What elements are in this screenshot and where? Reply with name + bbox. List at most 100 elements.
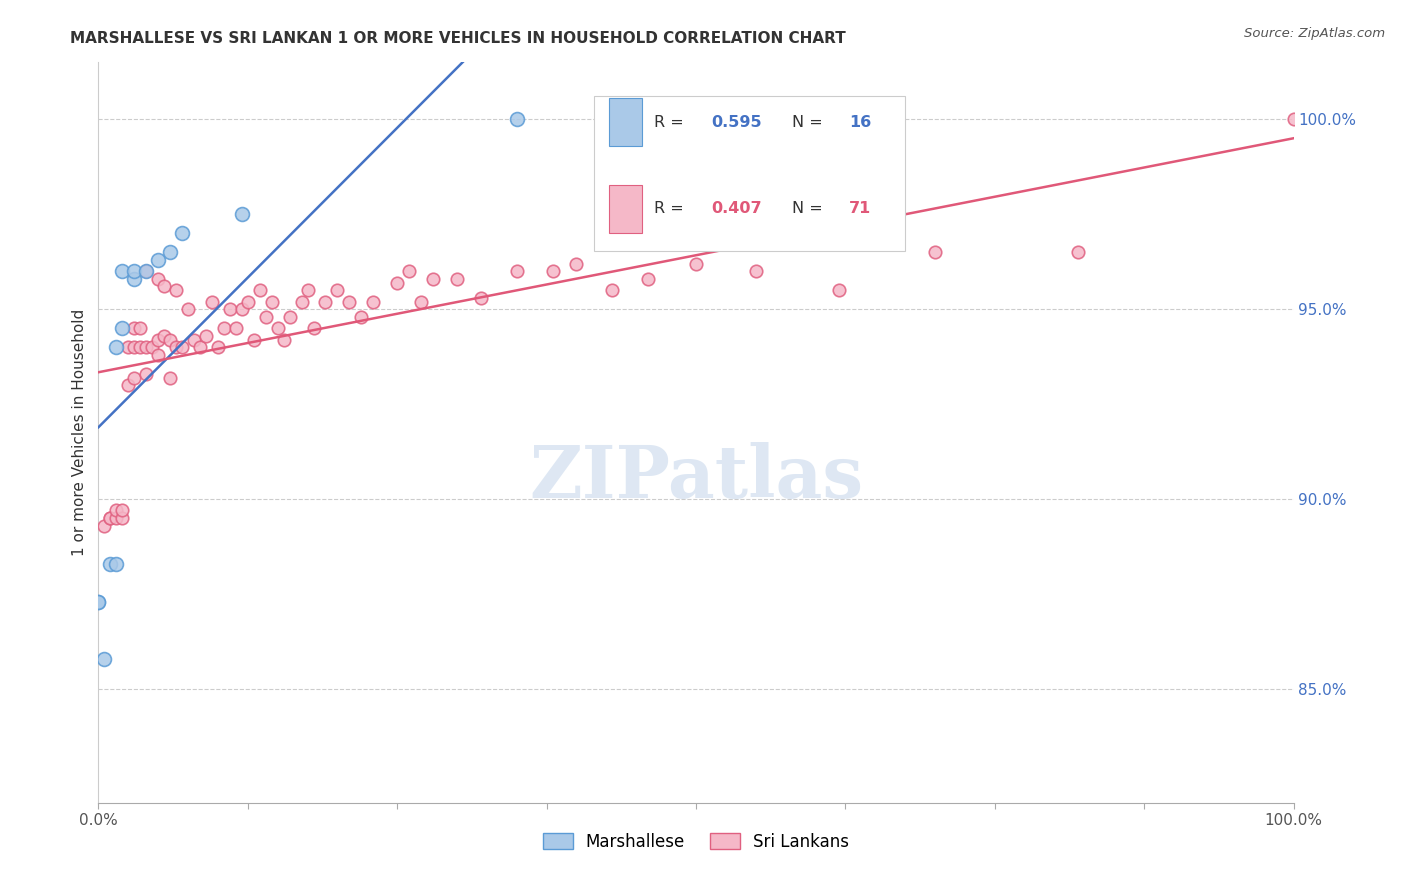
Point	[260, 294, 283, 309]
Point	[165, 283, 187, 297]
Point	[278, 310, 301, 324]
Point	[1067, 245, 1090, 260]
Point	[105, 503, 128, 517]
Point	[339, 294, 361, 309]
Point	[124, 370, 146, 384]
Text: R =: R =	[654, 114, 689, 129]
Text: 71: 71	[849, 202, 872, 216]
Point	[177, 302, 200, 317]
Point	[201, 294, 224, 309]
Point	[565, 257, 588, 271]
Point	[219, 302, 242, 317]
Point	[602, 283, 624, 297]
Text: R =: R =	[654, 202, 689, 216]
Point	[249, 283, 271, 297]
Point	[195, 328, 218, 343]
Point	[302, 321, 325, 335]
Point	[297, 283, 319, 297]
Point	[745, 264, 768, 278]
Y-axis label: 1 or more Vehicles in Household: 1 or more Vehicles in Household	[72, 309, 87, 557]
Point	[385, 276, 409, 290]
Point	[105, 340, 128, 354]
Text: N =: N =	[792, 202, 828, 216]
Point	[254, 310, 277, 324]
Point	[148, 252, 170, 267]
Text: ZIPatlas: ZIPatlas	[529, 442, 863, 513]
Point	[411, 294, 433, 309]
Point	[148, 348, 170, 362]
Point	[111, 503, 134, 517]
Point	[159, 245, 181, 260]
Point	[153, 279, 176, 293]
FancyBboxPatch shape	[595, 95, 905, 252]
Point	[148, 333, 170, 347]
Point	[422, 272, 444, 286]
Point	[159, 370, 181, 384]
Point	[98, 511, 122, 525]
Text: 0.595: 0.595	[711, 114, 762, 129]
Point	[506, 264, 529, 278]
Point	[207, 340, 229, 354]
Point	[363, 294, 385, 309]
Point	[828, 283, 851, 297]
Point	[141, 340, 163, 354]
FancyBboxPatch shape	[609, 98, 643, 146]
Point	[212, 321, 235, 335]
Point	[105, 511, 128, 525]
Point	[111, 264, 134, 278]
Point	[231, 302, 253, 317]
Point	[153, 328, 176, 343]
Text: MARSHALLESE VS SRI LANKAN 1 OR MORE VEHICLES IN HOUSEHOLD CORRELATION CHART: MARSHALLESE VS SRI LANKAN 1 OR MORE VEHI…	[70, 31, 846, 46]
Point	[117, 378, 139, 392]
Point	[183, 333, 205, 347]
Point	[135, 264, 157, 278]
Point	[291, 294, 314, 309]
Point	[446, 272, 468, 286]
Point	[231, 207, 253, 221]
Point	[637, 272, 659, 286]
Point	[188, 340, 211, 354]
Point	[541, 264, 564, 278]
Legend: Marshallese, Sri Lankans: Marshallese, Sri Lankans	[536, 826, 856, 857]
Point	[1282, 112, 1305, 127]
Point	[267, 321, 290, 335]
Point	[87, 594, 110, 608]
Point	[98, 557, 122, 571]
Point	[924, 245, 946, 260]
Point	[124, 321, 146, 335]
Text: 16: 16	[849, 114, 872, 129]
Text: N =: N =	[792, 114, 828, 129]
Point	[117, 340, 139, 354]
Point	[98, 511, 122, 525]
Point	[685, 257, 707, 271]
Point	[506, 112, 529, 127]
Point	[236, 294, 259, 309]
Point	[135, 340, 157, 354]
Point	[129, 340, 152, 354]
Point	[398, 264, 420, 278]
Point	[124, 272, 146, 286]
Point	[124, 264, 146, 278]
Point	[93, 651, 115, 665]
Point	[243, 333, 266, 347]
Point	[129, 321, 152, 335]
Point	[315, 294, 337, 309]
FancyBboxPatch shape	[609, 185, 643, 233]
Point	[470, 291, 492, 305]
Point	[172, 227, 194, 241]
Point	[135, 264, 157, 278]
Point	[148, 272, 170, 286]
Point	[165, 340, 187, 354]
Point	[273, 333, 295, 347]
Point	[225, 321, 247, 335]
Point	[135, 367, 157, 381]
Point	[105, 557, 128, 571]
Point	[87, 594, 110, 608]
Text: Source: ZipAtlas.com: Source: ZipAtlas.com	[1244, 27, 1385, 40]
Point	[111, 511, 134, 525]
Point	[93, 518, 115, 533]
Point	[124, 340, 146, 354]
Point	[111, 321, 134, 335]
Point	[159, 333, 181, 347]
Point	[350, 310, 373, 324]
